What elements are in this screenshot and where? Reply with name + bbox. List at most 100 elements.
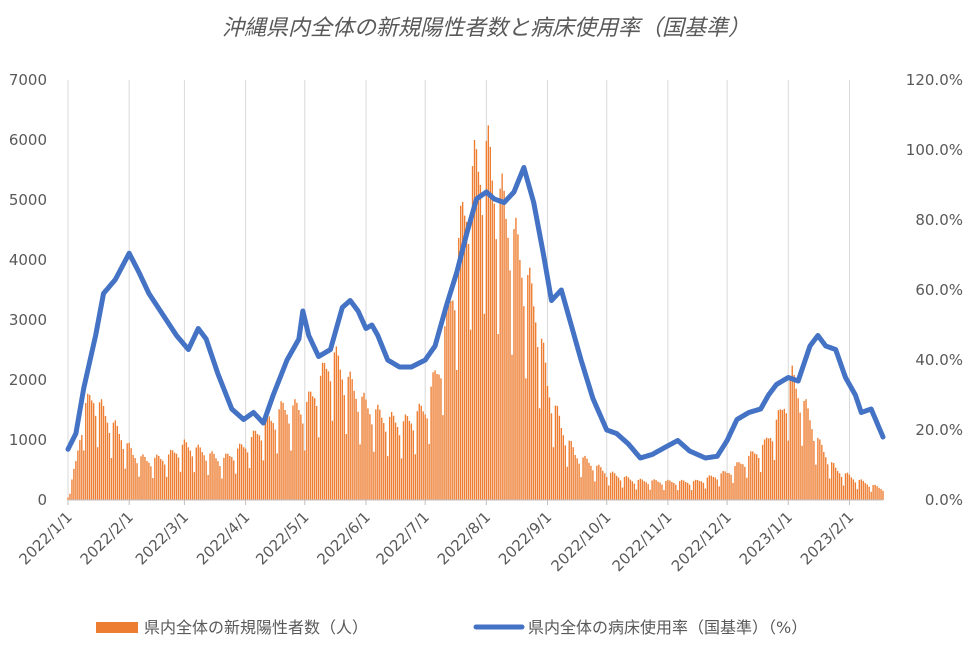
chart-title: 沖縄県内全体の新規陽性者数と病床使用率（国基準）: [221, 16, 750, 41]
bar-day-134: [331, 420, 334, 500]
bar-day-317: [692, 481, 695, 500]
bar-day-172: [406, 416, 409, 500]
bar-day-189: [440, 378, 442, 500]
bar-day-98: [260, 440, 263, 500]
bar-day-63: [191, 456, 194, 500]
bar-day-364: [785, 413, 787, 500]
bar-day-135: [333, 352, 336, 500]
bar-day-365: [787, 440, 789, 500]
bar-day-17: [100, 399, 103, 500]
bar-day-367: [791, 365, 793, 500]
y-left-tick-label-2: 2000: [9, 371, 47, 389]
bar-day-114: [292, 405, 294, 500]
y-left-tick-label-0: 0: [37, 491, 47, 509]
bar-day-265: [590, 465, 592, 500]
bar-day-73: [211, 451, 213, 500]
y-right-tick-label-0: 0.0%: [925, 491, 963, 509]
bar-day-166: [394, 422, 397, 500]
bar-day-79: [223, 457, 225, 500]
bar-day-219: [499, 188, 501, 500]
bar-day-343: [744, 466, 746, 500]
bar-day-331: [720, 473, 722, 500]
bar-day-47: [160, 458, 162, 500]
bar-day-313: [684, 482, 687, 500]
bar-day-274: [608, 485, 610, 500]
bar-day-322: [702, 482, 705, 500]
bar-day-175: [412, 430, 415, 500]
bar-day-85: [235, 473, 237, 500]
bar-day-325: [708, 475, 711, 500]
bar-day-299: [657, 481, 659, 500]
bar-day-258: [576, 458, 578, 500]
bar-day-192: [446, 302, 448, 500]
bar-day-67: [199, 447, 201, 500]
y-right-tick-label-5: 100.0%: [906, 141, 963, 159]
bar-day-382: [821, 444, 823, 500]
bar-day-66: [197, 444, 199, 500]
bar-day-110: [284, 410, 286, 500]
bar-day-303: [665, 481, 667, 500]
bar-day-174: [410, 423, 413, 500]
bar-day-137: [337, 355, 340, 500]
bar-day-75: [215, 458, 217, 500]
bar-day-107: [278, 409, 280, 500]
bar-day-380: [817, 437, 819, 500]
bar-day-183: [428, 443, 430, 500]
bar-day-170: [402, 421, 405, 500]
bar-day-83: [231, 457, 233, 500]
y-left-tick-label-6: 6000: [9, 131, 47, 149]
bar-day-147: [357, 411, 359, 500]
bar-day-96: [256, 434, 259, 500]
bar-day-29: [124, 468, 126, 500]
bar-day-320: [698, 480, 701, 501]
bar-day-202: [465, 221, 468, 500]
bar-day-32: [130, 448, 132, 500]
bar-day-115: [294, 399, 296, 500]
bar-day-225: [511, 354, 513, 500]
bar-day-5: [77, 450, 79, 500]
bar-day-234: [529, 267, 531, 500]
bar-day-229: [519, 260, 521, 500]
bar-day-61: [187, 447, 190, 500]
bar-day-381: [819, 439, 821, 500]
bar-day-208: [477, 171, 480, 500]
bar-day-145: [353, 390, 355, 500]
bar-day-122: [308, 391, 310, 500]
bar-day-307: [673, 482, 675, 500]
bar-day-363: [783, 408, 786, 500]
bar-day-369: [795, 388, 797, 500]
bar-day-162: [387, 456, 389, 500]
bar-day-261: [582, 457, 584, 500]
bar-day-158: [379, 409, 381, 500]
bar-day-328: [714, 477, 716, 500]
bar-day-359: [775, 419, 778, 500]
bar-day-338: [734, 466, 736, 500]
bar-day-45: [156, 454, 158, 500]
bar-day-220: [501, 173, 503, 500]
bar-day-282: [623, 476, 626, 500]
bar-day-253: [566, 466, 568, 500]
x-tick-label-12: 2023/1/1: [736, 508, 796, 568]
bar-day-290: [639, 478, 641, 500]
bar-day-62: [189, 450, 192, 500]
bar-day-400: [856, 489, 859, 500]
bar-day-200: [461, 201, 464, 501]
bar-day-142: [347, 376, 349, 500]
bar-day-7: [81, 434, 83, 500]
bar-day-285: [629, 479, 632, 500]
bar-day-269: [598, 464, 600, 500]
bar-day-50: [165, 476, 168, 500]
bar-day-248: [556, 405, 559, 500]
bar-day-163: [388, 416, 391, 500]
bar-day-140: [343, 395, 345, 500]
bar-day-405: [866, 484, 868, 500]
bar-day-377: [811, 429, 813, 500]
bar-day-280: [619, 480, 622, 500]
bar-day-149: [361, 396, 363, 500]
bar-day-4: [75, 461, 77, 500]
bar-day-133: [329, 381, 332, 500]
bar-day-373: [803, 401, 805, 500]
bar-day-207: [475, 149, 478, 500]
bar-day-65: [195, 447, 197, 500]
